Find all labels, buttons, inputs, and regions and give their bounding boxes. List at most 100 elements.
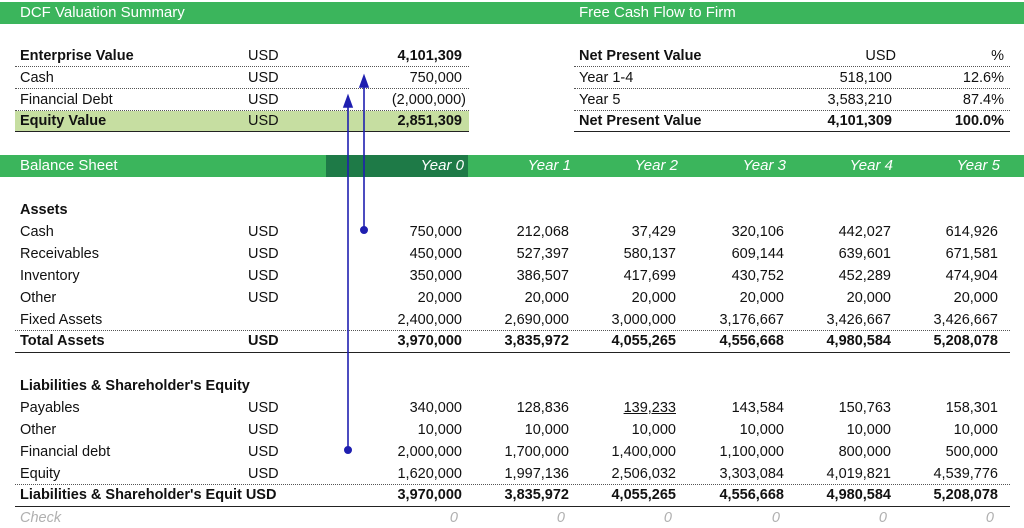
cell: 150,763 [838,400,891,416]
dcf-row-unit: USD [248,92,279,108]
cell: 10,000 [739,422,784,438]
year-header: Year 0 [420,157,464,174]
cell: 3,835,972 [504,487,569,503]
year-header: Year 2 [634,157,678,174]
row-divider [574,66,1010,67]
cell: 614,926 [945,224,998,240]
cell: 4,556,668 [719,487,784,503]
assets-title: Assets [20,202,68,218]
dcf-row-label: Cash [20,70,54,86]
dcf-row-unit: USD [248,70,279,86]
summary-header-band [0,2,1024,24]
cell: 20,000 [524,290,569,306]
row-unit: USD [248,400,279,416]
cell: 442,027 [838,224,891,240]
row-divider [15,330,1010,331]
cell: 20,000 [846,290,891,306]
dcf-row-value: 2,851,309 [397,113,462,129]
year-header: Year 5 [956,157,1000,174]
cell: 143,584 [731,400,784,416]
cell: 750,000 [409,224,462,240]
cell: 452,289 [838,268,891,284]
total-divider [574,131,1010,132]
cell: 474,904 [945,268,998,284]
row-label: Fixed Assets [20,312,103,328]
cell: 500,000 [945,444,998,460]
cell: 4,556,668 [719,333,784,349]
cell: 386,507 [516,268,569,284]
row-label: Equity [20,466,61,482]
row-label: Inventory [20,268,80,284]
dcf-row-value: (2,000,000) [391,92,466,108]
liabilities-title: Liabilities & Shareholder's Equity [20,378,250,394]
cell: 4,980,584 [826,333,891,349]
cell: 450,000 [409,246,462,262]
cell: 10,000 [524,422,569,438]
dcf-section-title: DCF Valuation Summary [20,4,185,21]
cell: 527,397 [516,246,569,262]
cell: 417,699 [623,268,676,284]
row-unit: USD [248,466,279,482]
fcff-header-usd: USD [865,48,896,64]
cell: 3,835,972 [504,333,569,349]
check-cell: 0 [878,510,887,526]
fcff-row-label: Year 5 [579,92,621,108]
check-cell: 0 [985,510,994,526]
row-divider [15,66,469,67]
cell: 2,506,032 [611,466,676,482]
total-divider [15,506,1010,507]
dcf-row-value: 750,000 [409,70,462,86]
total-divider [15,352,1010,353]
fcff-row-label: Year 1-4 [579,70,634,86]
year-header: Year 3 [742,157,786,174]
cell: 609,144 [731,246,784,262]
balance-header-band [0,155,1024,177]
cell: 430,752 [731,268,784,284]
total-divider [15,131,469,132]
year0-header-cell [326,155,468,177]
check-cell: 0 [449,510,458,526]
row-unit: USD [248,333,279,349]
row-divider [574,88,1010,89]
cell: 20,000 [631,290,676,306]
cell: 1,997,136 [504,466,569,482]
underlined-value: 139,233 [623,400,676,416]
cell: 10,000 [953,422,998,438]
cell: 580,137 [623,246,676,262]
cell: 4,055,265 [611,487,676,503]
row-divider [15,88,469,89]
check-cell: 0 [663,510,672,526]
cell: 320,106 [731,224,784,240]
cell: 20,000 [739,290,784,306]
cell: 1,620,000 [397,466,462,482]
cell: 139,233 [576,398,676,418]
fcff-header-pct: % [991,48,1004,64]
row-unit: USD [248,422,279,438]
cell: 158,301 [945,400,998,416]
row-label: Payables [20,400,80,416]
fcff-row-usd: 3,583,210 [827,92,892,108]
dcf-row-label: Enterprise Value [20,48,134,64]
cell: 2,400,000 [397,312,462,328]
cell: 128,836 [516,400,569,416]
cell: 3,426,667 [826,312,891,328]
year-header: Year 4 [849,157,893,174]
check-cell: 0 [556,510,565,526]
row-label: Cash [20,224,54,240]
cell: 3,176,667 [719,312,784,328]
fcff-total-usd: 4,101,309 [827,113,892,129]
cell: 3,970,000 [397,333,462,349]
fcff-total-pct: 100.0% [954,113,1004,129]
cell: 4,055,265 [611,333,676,349]
cell: 10,000 [417,422,462,438]
fcff-section-title: Free Cash Flow to Firm [579,4,736,21]
row-unit: USD [248,290,279,306]
cell: 37,429 [631,224,676,240]
cell: 3,303,084 [719,466,784,482]
cell: 2,690,000 [504,312,569,328]
cell: 10,000 [631,422,676,438]
row-label: Liabilities & Shareholder's Equit USD [20,487,277,503]
row-divider [15,110,469,111]
debt-trace-dot [343,445,352,454]
dcf-row-label: Financial Debt [20,92,113,108]
